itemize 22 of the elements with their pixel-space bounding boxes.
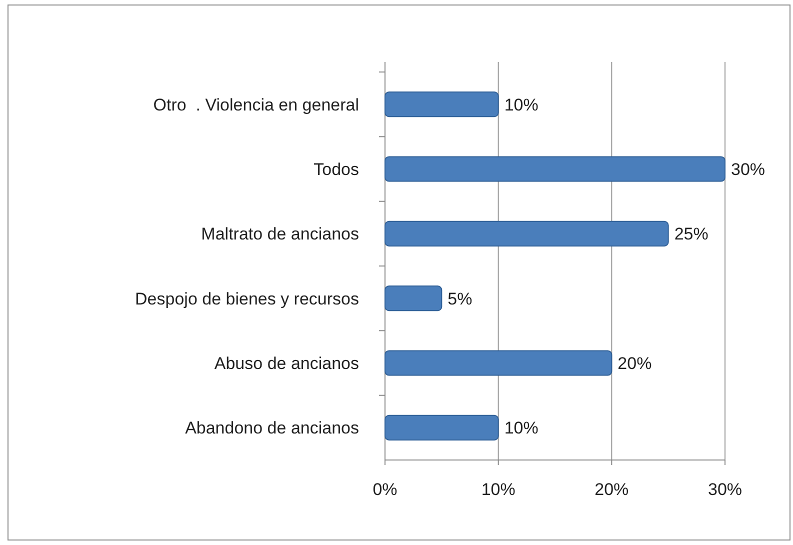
data-label: 25% — [674, 224, 708, 244]
bar — [384, 350, 612, 376]
x-tick-label: 10% — [481, 480, 516, 499]
y-tick-label: Otro . Violencia en general — [153, 95, 359, 114]
bar — [384, 286, 442, 312]
bar — [384, 220, 669, 246]
x-tick-label: 0% — [372, 480, 398, 499]
x-tick-label: 30% — [708, 480, 742, 499]
y-tick-label: Despojo de bienes y recursos — [135, 289, 359, 308]
y-tick-label: Abuso de ancianos — [214, 354, 359, 373]
data-label: 10% — [504, 418, 538, 438]
bar — [384, 414, 499, 440]
data-label: 5% — [448, 289, 472, 308]
x-tick-label: 20% — [594, 480, 629, 499]
data-label: 10% — [504, 95, 538, 114]
bar — [384, 92, 499, 118]
y-tick-label: Maltrato de ancianos — [201, 224, 359, 244]
data-label: 30% — [731, 160, 766, 179]
y-tick-label: Todos — [314, 160, 359, 179]
data-label: 20% — [618, 354, 652, 373]
bar — [384, 156, 726, 182]
y-tick-label: Abandono de ancianos — [185, 418, 359, 438]
